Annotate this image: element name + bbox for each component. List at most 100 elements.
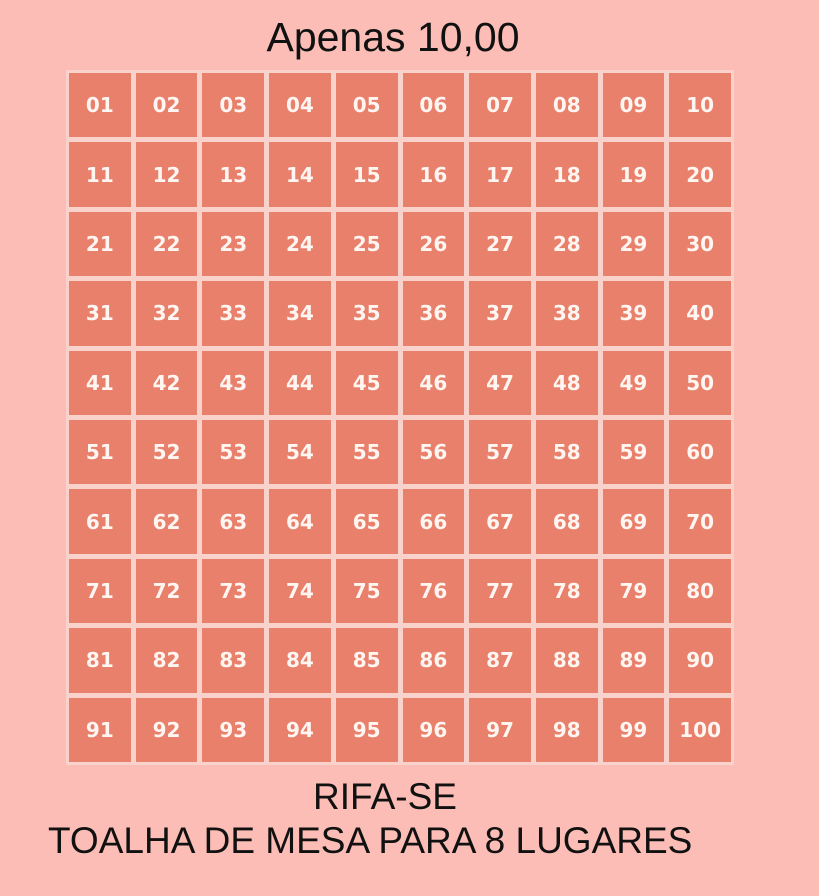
- raffle-number-cell[interactable]: 97: [469, 697, 531, 762]
- raffle-number-cell[interactable]: 43: [202, 350, 265, 415]
- raffle-number-cell[interactable]: 08: [535, 73, 598, 138]
- raffle-number-cell[interactable]: 81: [69, 628, 131, 693]
- raffle-number-cell[interactable]: 91: [69, 697, 131, 762]
- raffle-number-cell[interactable]: 90: [669, 628, 731, 693]
- raffle-number-cell[interactable]: 31: [69, 281, 131, 346]
- raffle-number-cell[interactable]: 36: [402, 281, 465, 346]
- raffle-number-cell[interactable]: 37: [469, 281, 531, 346]
- raffle-number-cell[interactable]: 70: [669, 489, 731, 554]
- raffle-number-cell[interactable]: 55: [335, 420, 398, 485]
- raffle-number-cell[interactable]: 18: [535, 142, 598, 207]
- raffle-number-cell[interactable]: 64: [269, 489, 331, 554]
- raffle-number-cell[interactable]: 52: [135, 420, 198, 485]
- raffle-number-cell[interactable]: 54: [269, 420, 331, 485]
- raffle-number-cell[interactable]: 50: [669, 350, 731, 415]
- raffle-number-cell[interactable]: 45: [335, 350, 398, 415]
- raffle-number-cell[interactable]: 21: [69, 211, 131, 277]
- raffle-number-cell[interactable]: 05: [335, 73, 398, 138]
- raffle-number-cell[interactable]: 19: [602, 142, 665, 207]
- raffle-number-cell[interactable]: 99: [602, 697, 665, 762]
- raffle-number-cell[interactable]: 20: [669, 142, 731, 207]
- raffle-number-cell[interactable]: 74: [269, 558, 331, 624]
- raffle-number-cell[interactable]: 25: [335, 211, 398, 277]
- raffle-number-cell[interactable]: 01: [69, 73, 131, 138]
- raffle-number-cell[interactable]: 53: [202, 420, 265, 485]
- raffle-number-cell[interactable]: 60: [669, 420, 731, 485]
- raffle-number-cell[interactable]: 61: [69, 489, 131, 554]
- raffle-number-cell[interactable]: 100: [669, 697, 731, 762]
- raffle-number-cell[interactable]: 95: [335, 697, 398, 762]
- raffle-number-cell[interactable]: 33: [202, 281, 265, 346]
- raffle-number-cell[interactable]: 34: [269, 281, 331, 346]
- raffle-number-cell[interactable]: 68: [535, 489, 598, 554]
- raffle-number-cell[interactable]: 73: [202, 558, 265, 624]
- raffle-number-cell[interactable]: 76: [402, 558, 465, 624]
- raffle-number-cell[interactable]: 49: [602, 350, 665, 415]
- raffle-number-cell[interactable]: 15: [335, 142, 398, 207]
- raffle-number-cell[interactable]: 06: [402, 73, 465, 138]
- raffle-number-cell[interactable]: 89: [602, 628, 665, 693]
- raffle-number-cell[interactable]: 02: [135, 73, 198, 138]
- raffle-number-cell[interactable]: 77: [469, 558, 531, 624]
- raffle-number-cell[interactable]: 80: [669, 558, 731, 624]
- raffle-number-cell[interactable]: 57: [469, 420, 531, 485]
- raffle-number-cell[interactable]: 41: [69, 350, 131, 415]
- raffle-number-cell[interactable]: 93: [202, 697, 265, 762]
- raffle-number-cell[interactable]: 38: [535, 281, 598, 346]
- raffle-number-cell[interactable]: 44: [269, 350, 331, 415]
- raffle-number-cell[interactable]: 56: [402, 420, 465, 485]
- raffle-number-cell[interactable]: 09: [602, 73, 665, 138]
- raffle-number-cell[interactable]: 67: [469, 489, 531, 554]
- raffle-number-cell[interactable]: 96: [402, 697, 465, 762]
- raffle-number-cell[interactable]: 79: [602, 558, 665, 624]
- raffle-number-cell[interactable]: 24: [269, 211, 331, 277]
- raffle-number-cell[interactable]: 65: [335, 489, 398, 554]
- raffle-number-cell[interactable]: 88: [535, 628, 598, 693]
- raffle-number-cell[interactable]: 82: [135, 628, 198, 693]
- raffle-number-cell[interactable]: 51: [69, 420, 131, 485]
- raffle-number-cell[interactable]: 30: [669, 211, 731, 277]
- raffle-number-cell[interactable]: 66: [402, 489, 465, 554]
- raffle-number-cell[interactable]: 11: [69, 142, 131, 207]
- raffle-number-cell[interactable]: 86: [402, 628, 465, 693]
- raffle-number-cell[interactable]: 84: [269, 628, 331, 693]
- raffle-number-cell[interactable]: 59: [602, 420, 665, 485]
- raffle-number-cell[interactable]: 87: [469, 628, 531, 693]
- raffle-number-cell[interactable]: 35: [335, 281, 398, 346]
- raffle-number-cell[interactable]: 69: [602, 489, 665, 554]
- raffle-number-cell[interactable]: 75: [335, 558, 398, 624]
- raffle-number-cell[interactable]: 13: [202, 142, 265, 207]
- raffle-number-cell[interactable]: 78: [535, 558, 598, 624]
- raffle-number-cell[interactable]: 58: [535, 420, 598, 485]
- raffle-number-cell[interactable]: 42: [135, 350, 198, 415]
- raffle-number-cell[interactable]: 39: [602, 281, 665, 346]
- raffle-number-cell[interactable]: 98: [535, 697, 598, 762]
- raffle-number-cell[interactable]: 62: [135, 489, 198, 554]
- raffle-number-cell[interactable]: 40: [669, 281, 731, 346]
- raffle-number-cell[interactable]: 29: [602, 211, 665, 277]
- raffle-number-cell[interactable]: 22: [135, 211, 198, 277]
- raffle-number-cell[interactable]: 47: [469, 350, 531, 415]
- raffle-number-cell[interactable]: 28: [535, 211, 598, 277]
- raffle-number-cell[interactable]: 23: [202, 211, 265, 277]
- raffle-number-cell[interactable]: 94: [269, 697, 331, 762]
- raffle-number-cell[interactable]: 71: [69, 558, 131, 624]
- raffle-number-cell[interactable]: 83: [202, 628, 265, 693]
- raffle-number-cell[interactable]: 63: [202, 489, 265, 554]
- raffle-number-cell[interactable]: 03: [202, 73, 265, 138]
- raffle-number-cell[interactable]: 14: [269, 142, 331, 207]
- raffle-number-cell[interactable]: 07: [469, 73, 531, 138]
- raffle-number-cell[interactable]: 16: [402, 142, 465, 207]
- raffle-number-cell[interactable]: 26: [402, 211, 465, 277]
- raffle-number-cell[interactable]: 72: [135, 558, 198, 624]
- raffle-number-cell[interactable]: 17: [469, 142, 531, 207]
- raffle-number-cell[interactable]: 10: [669, 73, 731, 138]
- raffle-number-cell[interactable]: 27: [469, 211, 531, 277]
- raffle-number-cell[interactable]: 92: [135, 697, 198, 762]
- raffle-number-cell[interactable]: 12: [135, 142, 198, 207]
- raffle-number-cell[interactable]: 85: [335, 628, 398, 693]
- raffle-number-cell[interactable]: 48: [535, 350, 598, 415]
- raffle-number-cell[interactable]: 04: [269, 73, 331, 138]
- raffle-number-cell[interactable]: 32: [135, 281, 198, 346]
- raffle-number-cell[interactable]: 46: [402, 350, 465, 415]
